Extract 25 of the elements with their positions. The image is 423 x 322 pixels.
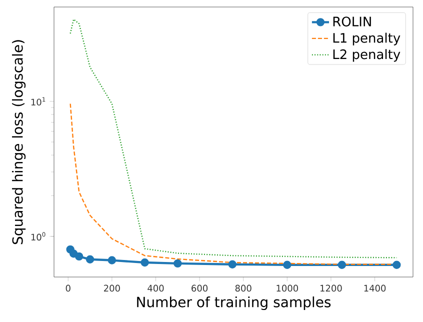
x-tick-label: 200 [104, 284, 120, 292]
point [74, 252, 84, 261]
point [70, 250, 78, 258]
point [228, 260, 237, 268]
y-tick-label: 10$^{1}$ [31, 97, 46, 106]
point [174, 259, 182, 268]
point [338, 260, 346, 269]
point [283, 260, 292, 269]
y-axis-title: Squared hinge loss (logscale) [12, 40, 26, 244]
x-tick-label: 800 [235, 284, 252, 292]
legend-label: ROLIN [333, 16, 371, 26]
point [392, 260, 401, 269]
legend-label: L1 penalty [333, 32, 400, 46]
legend-label: L2 penalty [333, 49, 400, 62]
x-tick-label: 1400 [364, 284, 386, 292]
point [86, 255, 94, 264]
y-tick-label: 10$^{0}$ [31, 232, 46, 241]
x-tick-label: 400 [148, 284, 164, 292]
point [108, 256, 116, 264]
x-tick-label: 1200 [320, 284, 342, 292]
x-axis-title: Number of training samples [137, 296, 331, 310]
x-tick-label: 0 [66, 284, 70, 292]
point [140, 258, 149, 267]
x-tick-label: 600 [192, 284, 208, 292]
x-tick-label: 1000 [276, 284, 298, 292]
